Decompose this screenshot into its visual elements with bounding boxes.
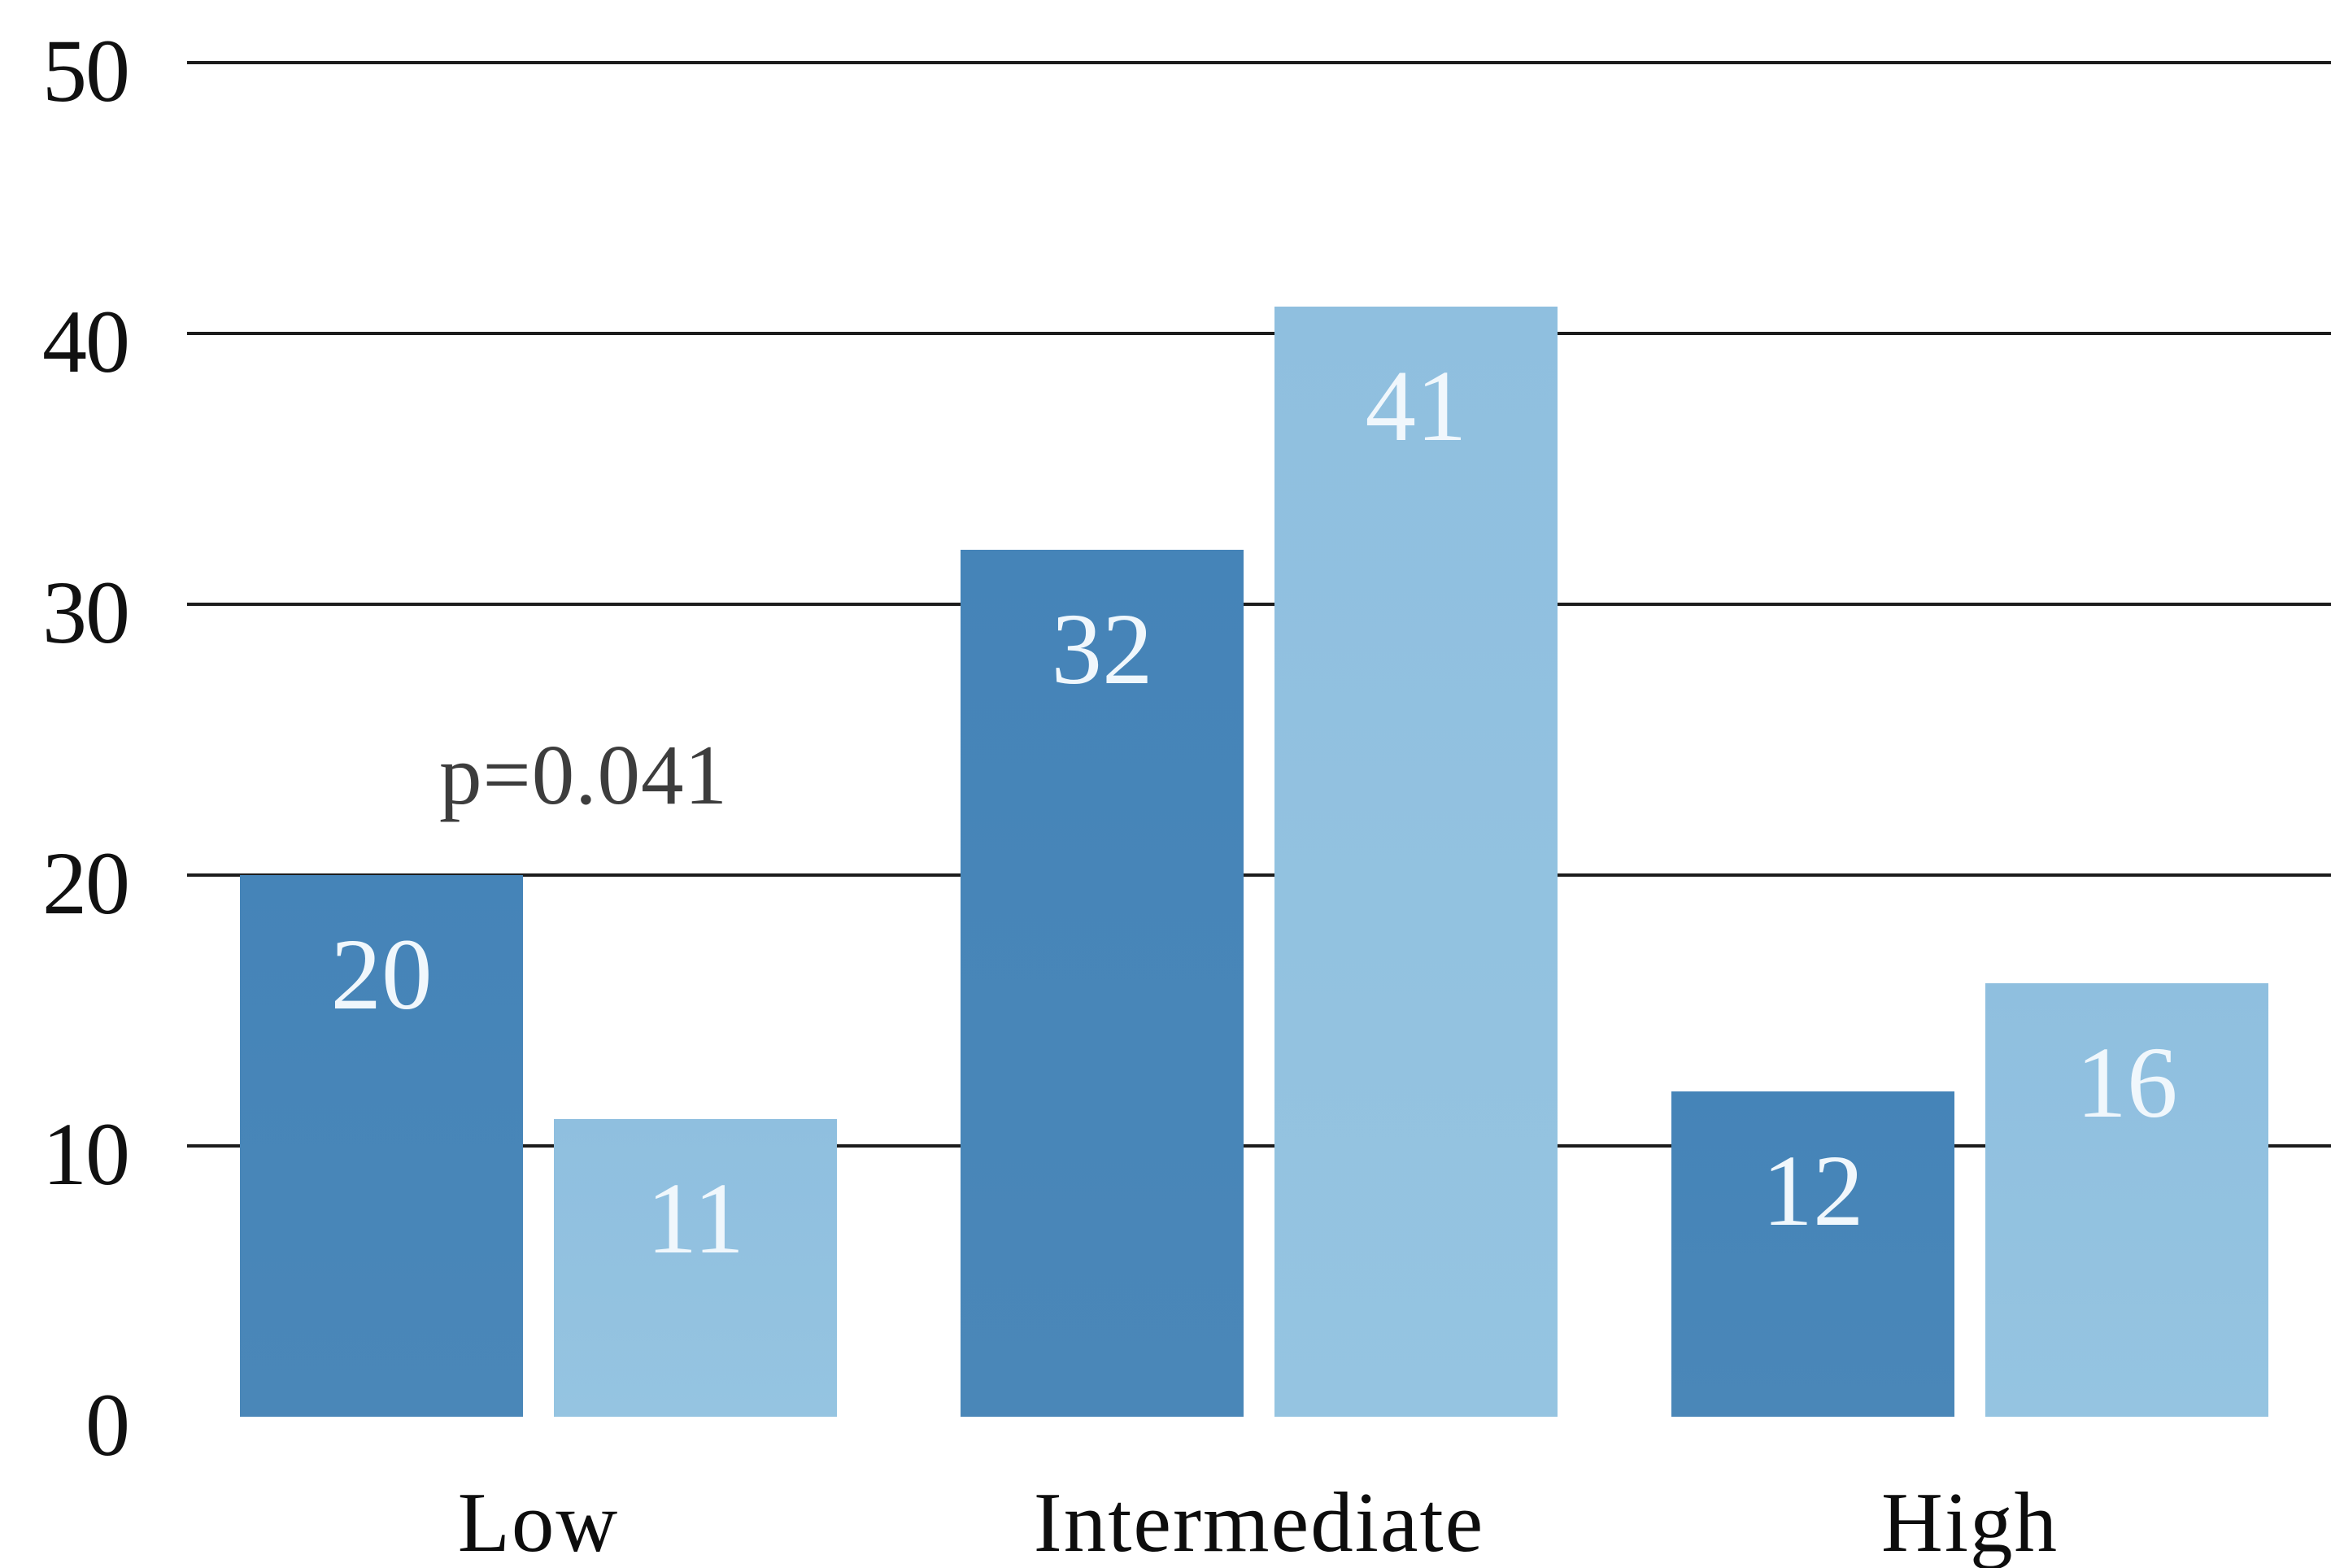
p-value-annotation: p=0.041 (439, 727, 728, 822)
gridline-y50 (187, 61, 2331, 64)
y-axis-tick-label: 20 (42, 834, 130, 933)
bar-value-label: 16 (2076, 1027, 2178, 1140)
gridline-y40 (187, 332, 2331, 335)
bar-intermediate-dark: 32 (961, 550, 1244, 1417)
bar-value-label: 12 (1762, 1135, 1864, 1248)
x-category-label-low: Low (457, 1474, 620, 1568)
bar-low-light: 11 (554, 1118, 837, 1417)
x-category-label-intermediate: Intermediate (1033, 1474, 1485, 1568)
bar-value-label: 41 (1365, 350, 1467, 463)
gridline-y20 (187, 873, 2331, 877)
y-axis-tick-label: 50 (42, 21, 130, 120)
bar-value-label: 32 (1051, 594, 1153, 707)
bar-value-label: 20 (330, 919, 433, 1031)
bar-high-light: 16 (1985, 983, 2268, 1417)
bar-value-label: 11 (646, 1162, 745, 1275)
bar-high-dark: 12 (1671, 1091, 1954, 1417)
y-axis-tick-label: 0 (85, 1375, 130, 1474)
gridline-y30 (187, 603, 2331, 606)
y-axis-tick-label: 30 (42, 563, 130, 662)
y-axis-tick-label: 10 (42, 1104, 130, 1204)
x-category-label-high: High (1881, 1474, 2059, 1568)
gridline-y10 (187, 1144, 2331, 1148)
bar-intermediate-light: 41 (1274, 306, 1558, 1417)
bar-low-dark: 20 (240, 875, 523, 1417)
y-axis-tick-label: 40 (42, 292, 130, 391)
